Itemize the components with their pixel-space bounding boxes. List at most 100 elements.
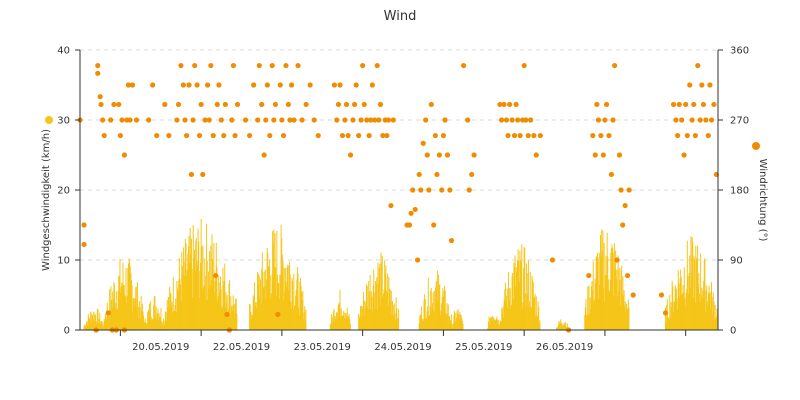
direction-point <box>242 117 249 123</box>
direction-point <box>608 171 614 178</box>
direction-point <box>214 101 220 108</box>
direction-point <box>497 101 503 108</box>
direction-point <box>129 82 136 88</box>
direction-point <box>594 101 600 108</box>
direction-point <box>213 272 219 279</box>
direction-point <box>364 117 370 123</box>
direction-point <box>95 62 101 69</box>
direction-point <box>175 101 182 108</box>
direction-point <box>675 132 681 139</box>
direction-point <box>178 62 184 69</box>
direction-point <box>117 132 123 139</box>
direction-point <box>285 101 291 108</box>
left-y-tick-label: 20 <box>57 186 70 197</box>
direction-point <box>256 62 262 69</box>
direction-point <box>339 132 346 139</box>
direction-point <box>295 62 301 69</box>
direction-point <box>618 187 624 193</box>
direction-point <box>81 222 87 228</box>
direction-point <box>345 132 351 139</box>
direction-point <box>498 117 505 123</box>
direction-point <box>681 152 687 158</box>
direction-point <box>97 94 103 100</box>
right-y-tick-label: 90 <box>730 256 743 267</box>
direction-point <box>200 171 206 178</box>
direction-point <box>377 101 384 108</box>
left-axis-title: Windgeschwindigkeit (km/h) <box>41 129 52 271</box>
direction-point <box>418 187 424 193</box>
direction-point <box>358 117 364 123</box>
direction-point <box>337 82 343 88</box>
direction-point <box>699 82 705 88</box>
direction-point <box>662 310 669 316</box>
right-y-tick-label: 360 <box>730 46 749 57</box>
direction-point <box>444 152 451 158</box>
direction-point <box>271 117 277 123</box>
direction-point <box>150 82 156 88</box>
direction-point <box>206 117 212 123</box>
x-tick-label: 20.05.2019 <box>132 342 189 353</box>
direction-point <box>311 117 317 123</box>
direction-point <box>602 117 608 123</box>
axes <box>75 49 723 336</box>
direction-point <box>528 117 534 123</box>
direction-point <box>182 117 188 123</box>
direction-point <box>595 117 602 123</box>
direction-point <box>626 187 632 193</box>
direction-point <box>121 152 128 158</box>
direction-point <box>108 117 114 123</box>
direction-point <box>307 82 313 88</box>
x-tick-label: 25.05.2019 <box>455 342 512 353</box>
direction-point <box>186 82 192 88</box>
direction-point <box>426 187 432 193</box>
direction-point <box>267 132 273 139</box>
direction-point <box>687 82 693 88</box>
direction-point <box>503 117 510 123</box>
x-tick-label: 24.05.2019 <box>374 342 431 353</box>
direction-point <box>590 132 596 139</box>
direction-point <box>689 117 695 123</box>
direction-point <box>620 222 626 228</box>
direction-point <box>531 132 537 139</box>
direction-point <box>622 202 628 209</box>
direction-point <box>505 132 511 139</box>
direction-point <box>101 132 107 139</box>
direction-point <box>691 101 697 108</box>
direction-point <box>232 132 238 139</box>
direction-points <box>77 62 719 333</box>
direction-point <box>350 117 356 123</box>
direction-point <box>388 202 394 209</box>
direction-point <box>523 117 529 123</box>
direction-point <box>614 257 620 263</box>
direction-point <box>408 210 414 216</box>
direction-point <box>342 117 348 123</box>
direction-point <box>291 117 297 123</box>
direction-point <box>166 132 172 139</box>
direction-point <box>511 132 518 139</box>
direction-point <box>98 101 104 108</box>
direction-point <box>410 187 416 193</box>
direction-point <box>205 82 211 88</box>
direction-point <box>624 272 631 279</box>
direction-point <box>190 117 196 123</box>
direction-point <box>343 101 350 108</box>
direction-point <box>154 132 160 139</box>
direction-point <box>390 117 396 123</box>
right-y-tick-label: 0 <box>730 326 736 337</box>
direction-point <box>105 310 111 316</box>
direction-point <box>448 237 455 244</box>
direction-point <box>269 62 275 69</box>
direction-point <box>461 62 467 69</box>
direction-point <box>288 82 295 88</box>
direction-point <box>366 132 372 139</box>
left-axis-legend-marker <box>45 116 53 124</box>
direction-point <box>277 82 283 88</box>
direction-point <box>376 117 382 123</box>
direction-point <box>146 117 152 123</box>
direction-point <box>549 257 556 263</box>
direction-point <box>192 62 198 69</box>
direction-point <box>440 132 447 139</box>
direction-point <box>287 117 293 123</box>
direction-point <box>428 101 434 108</box>
direction-point <box>679 117 685 123</box>
